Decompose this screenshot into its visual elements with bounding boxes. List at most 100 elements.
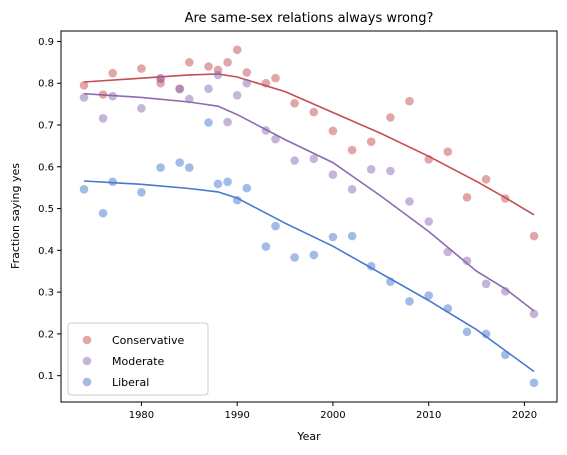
conservative-point bbox=[424, 155, 434, 164]
liberal-point bbox=[529, 378, 539, 388]
liberal-point bbox=[271, 221, 280, 231]
legend-marker-liberal bbox=[82, 377, 92, 387]
conservative-point bbox=[481, 175, 491, 184]
x-tick-label: 1980 bbox=[129, 410, 154, 421]
liberal-point bbox=[347, 231, 357, 241]
x-tick-label: 1990 bbox=[224, 410, 249, 421]
moderate-point bbox=[108, 91, 117, 101]
conservative-trend-line bbox=[83, 73, 535, 216]
conservative-point bbox=[98, 90, 108, 99]
liberal-point bbox=[481, 329, 491, 339]
liberal-point bbox=[79, 185, 89, 194]
axis-ticks: 1980 1990 2000 2010 2020 0.1 0.2 0.3 0.4 0.5 0.6 0.… bbox=[38, 37, 537, 421]
moderate-point bbox=[462, 256, 472, 266]
liberal-point bbox=[223, 177, 232, 187]
moderate-point bbox=[424, 217, 434, 226]
liberal-point bbox=[309, 250, 319, 260]
x-tick-label: 2020 bbox=[512, 410, 537, 421]
legend-marker-conservative bbox=[82, 335, 92, 345]
y-axis-title: Fraction saying yes bbox=[9, 163, 22, 269]
moderate-point bbox=[232, 91, 242, 100]
liberal-point bbox=[366, 261, 376, 271]
y-tick-label: 0.7 bbox=[38, 121, 54, 132]
moderate-point bbox=[261, 126, 271, 135]
trend-lines bbox=[83, 73, 535, 373]
conservative-point bbox=[137, 64, 146, 73]
moderate-trend-line bbox=[83, 92, 535, 312]
data-points bbox=[79, 45, 539, 388]
liberal-point bbox=[232, 195, 242, 205]
moderate-point bbox=[309, 154, 319, 164]
conservative-point bbox=[185, 58, 194, 67]
legend-box bbox=[67, 322, 209, 396]
liberal-point bbox=[242, 183, 252, 193]
y-tick-label: 0.5 bbox=[38, 204, 54, 215]
liberal-point bbox=[424, 291, 434, 300]
moderate-point bbox=[501, 287, 510, 296]
moderate-point bbox=[481, 279, 491, 289]
moderate-point bbox=[386, 166, 395, 176]
y-tick-label: 0.2 bbox=[38, 329, 54, 340]
moderate-point bbox=[529, 309, 539, 319]
moderate-point bbox=[175, 84, 184, 94]
legend: Conservative Moderate Liberal bbox=[67, 322, 209, 396]
liberal-point bbox=[405, 297, 414, 306]
liberal-point bbox=[185, 163, 194, 172]
conservative-point bbox=[366, 137, 376, 146]
liberal-point bbox=[501, 350, 510, 360]
conservative-point bbox=[328, 126, 338, 136]
moderate-point bbox=[405, 197, 414, 206]
legend-label-conservative: Conservative bbox=[112, 334, 185, 347]
moderate-point bbox=[79, 93, 89, 102]
moderate-point bbox=[204, 84, 213, 93]
y-tick-label: 0.6 bbox=[38, 162, 54, 173]
moderate-point bbox=[366, 165, 376, 174]
moderate-point bbox=[328, 170, 338, 179]
y-tick-label: 0.8 bbox=[38, 79, 54, 90]
conservative-point bbox=[261, 78, 271, 88]
liberal-point bbox=[137, 188, 146, 197]
conservative-point bbox=[290, 99, 299, 108]
y-tick-label: 0.1 bbox=[38, 371, 54, 382]
liberal-point bbox=[261, 242, 271, 251]
conservative-point bbox=[501, 194, 510, 203]
liberal-point bbox=[328, 232, 338, 242]
conservative-point bbox=[462, 193, 472, 202]
moderate-point bbox=[290, 156, 299, 165]
liberal-point bbox=[443, 304, 453, 313]
conservative-point bbox=[405, 96, 414, 106]
liberal-trend-line bbox=[83, 180, 535, 373]
conservative-point bbox=[242, 68, 252, 77]
x-axis-title: Year bbox=[296, 430, 321, 443]
chart-title: Are same-sex relations always wrong? bbox=[185, 11, 434, 26]
liberal-point bbox=[386, 277, 395, 287]
moderate-point bbox=[156, 74, 165, 84]
liberal-point bbox=[108, 177, 117, 187]
x-tick-label: 2000 bbox=[320, 410, 345, 421]
liberal-point bbox=[290, 253, 299, 262]
liberal-point bbox=[98, 208, 108, 218]
conservative-point bbox=[443, 147, 453, 156]
liberal-point bbox=[213, 179, 223, 189]
moderate-point bbox=[443, 247, 453, 257]
conservative-point bbox=[347, 145, 357, 155]
plot-frame bbox=[60, 30, 558, 403]
legend-marker-moderate bbox=[82, 356, 92, 366]
moderate-point bbox=[213, 70, 223, 80]
moderate-point bbox=[271, 134, 280, 144]
conservative-point bbox=[108, 68, 117, 78]
liberal-point bbox=[204, 118, 213, 127]
conservative-point bbox=[386, 113, 395, 122]
liberal-point bbox=[156, 163, 165, 172]
liberal-point bbox=[175, 158, 184, 167]
conservative-point bbox=[529, 231, 539, 241]
conservative-point bbox=[223, 58, 232, 67]
conservative-point bbox=[232, 45, 242, 55]
y-tick-label: 0.3 bbox=[38, 288, 54, 299]
y-tick-label: 0.4 bbox=[38, 246, 54, 257]
x-tick-label: 2010 bbox=[416, 410, 441, 421]
conservative-point bbox=[204, 62, 213, 71]
moderate-point bbox=[137, 104, 146, 113]
conservative-point bbox=[79, 81, 89, 90]
